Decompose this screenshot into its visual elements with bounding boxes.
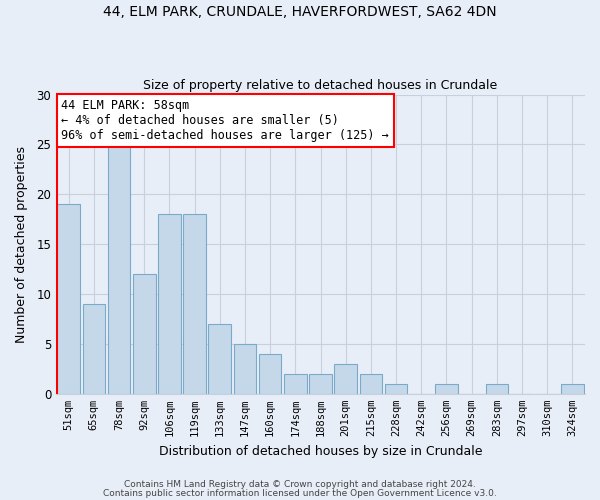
Bar: [183, 214, 206, 394]
Bar: [284, 374, 307, 394]
Bar: [334, 364, 357, 394]
Bar: [359, 374, 382, 394]
Bar: [259, 354, 281, 394]
Text: Contains HM Land Registry data © Crown copyright and database right 2024.: Contains HM Land Registry data © Crown c…: [124, 480, 476, 489]
Bar: [233, 344, 256, 394]
Text: 44 ELM PARK: 58sqm
← 4% of detached houses are smaller (5)
96% of semi-detached : 44 ELM PARK: 58sqm ← 4% of detached hous…: [61, 99, 389, 142]
Text: Contains public sector information licensed under the Open Government Licence v3: Contains public sector information licen…: [103, 488, 497, 498]
Bar: [561, 384, 584, 394]
Text: 44, ELM PARK, CRUNDALE, HAVERFORDWEST, SA62 4DN: 44, ELM PARK, CRUNDALE, HAVERFORDWEST, S…: [103, 5, 497, 19]
Bar: [108, 144, 130, 394]
Title: Size of property relative to detached houses in Crundale: Size of property relative to detached ho…: [143, 79, 497, 92]
Bar: [133, 274, 155, 394]
Bar: [58, 204, 80, 394]
Bar: [83, 304, 105, 394]
Bar: [385, 384, 407, 394]
Bar: [485, 384, 508, 394]
Bar: [435, 384, 458, 394]
Bar: [208, 324, 231, 394]
Y-axis label: Number of detached properties: Number of detached properties: [15, 146, 28, 342]
Bar: [158, 214, 181, 394]
X-axis label: Distribution of detached houses by size in Crundale: Distribution of detached houses by size …: [159, 444, 482, 458]
Bar: [309, 374, 332, 394]
